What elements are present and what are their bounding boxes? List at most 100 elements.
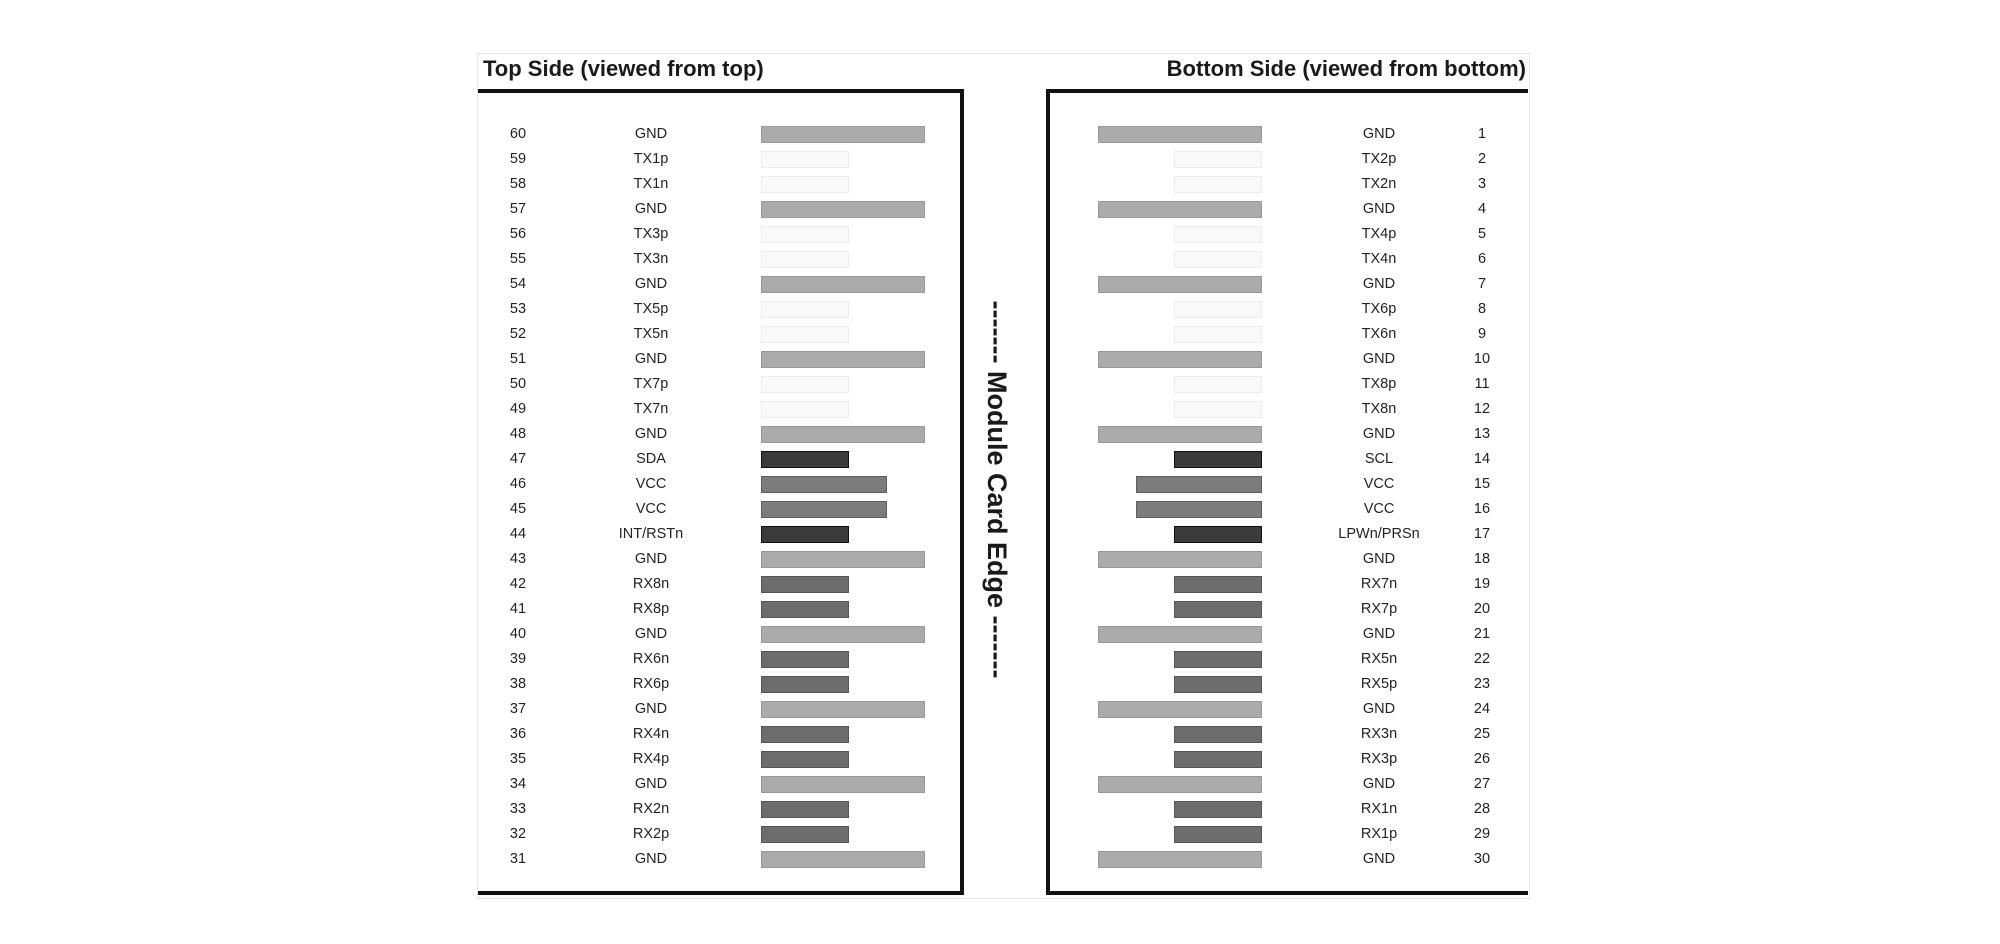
- pin-number: 7: [1477, 276, 1487, 292]
- pin-row: 11 TX8p: [1050, 372, 1528, 397]
- pin-signal: TX2p: [1361, 151, 1397, 167]
- contact-pad: [761, 851, 925, 868]
- contact-pad: [761, 301, 849, 318]
- pin-signal: RX8p: [632, 601, 670, 617]
- pin-number: 47: [509, 451, 527, 467]
- pin-signal: GND: [634, 201, 668, 217]
- contact-pad: [1174, 301, 1262, 318]
- contact-pad: [761, 701, 925, 718]
- pin-signal: RX4p: [632, 751, 670, 767]
- pin-number: 56: [509, 226, 527, 242]
- pin-number: 34: [509, 776, 527, 792]
- pin-number: 50: [509, 376, 527, 392]
- pin-signal: GND: [1362, 776, 1396, 792]
- pin-number: 22: [1473, 651, 1491, 667]
- pin-row: 43 GND: [478, 547, 960, 572]
- pin-number: 40: [509, 626, 527, 642]
- pin-row: 44 INT/RSTn: [478, 522, 960, 547]
- contact-pad: [1098, 276, 1262, 293]
- pin-number: 10: [1473, 351, 1491, 367]
- pin-row: 33 RX2n: [478, 797, 960, 822]
- pin-signal: TX3n: [633, 251, 669, 267]
- pin-row: 54 GND: [478, 272, 960, 297]
- pin-row: 27 GND: [1050, 772, 1528, 797]
- pin-number: 31: [509, 851, 527, 867]
- contact-pad: [761, 126, 925, 143]
- contact-pad: [761, 576, 849, 593]
- contact-pad: [1174, 251, 1262, 268]
- pin-row: 7 GND: [1050, 272, 1528, 297]
- contact-pad: [1098, 851, 1262, 868]
- pin-number: 44: [509, 526, 527, 542]
- pin-row: 16 VCC: [1050, 497, 1528, 522]
- pin-signal: GND: [1362, 201, 1396, 217]
- contact-pad: [761, 551, 925, 568]
- contact-pad: [761, 501, 887, 518]
- pin-number: 14: [1473, 451, 1491, 467]
- pin-number: 33: [509, 801, 527, 817]
- pin-signal: GND: [1362, 276, 1396, 292]
- pin-row: 56 TX3p: [478, 222, 960, 247]
- pin-row: 24 GND: [1050, 697, 1528, 722]
- pin-row: 45 VCC: [478, 497, 960, 522]
- pin-signal: RX6p: [632, 676, 670, 692]
- pin-number: 5: [1477, 226, 1487, 242]
- pin-signal: RX7n: [1360, 576, 1398, 592]
- pin-number: 55: [509, 251, 527, 267]
- contact-pad: [1174, 326, 1262, 343]
- contact-pad: [761, 176, 849, 193]
- pin-number: 48: [509, 426, 527, 442]
- pin-number: 15: [1473, 476, 1491, 492]
- pin-number: 30: [1473, 851, 1491, 867]
- pin-signal: VCC: [1363, 501, 1395, 517]
- contact-pad: [1174, 376, 1262, 393]
- contact-pad: [1174, 451, 1262, 468]
- pin-signal: RX8n: [632, 576, 670, 592]
- pin-signal: VCC: [1363, 476, 1395, 492]
- contact-pad: [761, 476, 887, 493]
- pin-signal: VCC: [635, 476, 667, 492]
- contact-pad: [1174, 226, 1262, 243]
- contact-pad: [761, 626, 925, 643]
- contact-pad: [1174, 151, 1262, 168]
- pin-signal: TX1p: [633, 151, 669, 167]
- contact-pad: [1174, 726, 1262, 743]
- pin-number: 39: [509, 651, 527, 667]
- pin-number: 46: [509, 476, 527, 492]
- contact-pad: [1174, 801, 1262, 818]
- pin-row: 58 TX1n: [478, 172, 960, 197]
- pin-signal: GND: [634, 126, 668, 142]
- pin-row: 31 GND: [478, 847, 960, 872]
- pin-row: 25 RX3n: [1050, 722, 1528, 747]
- pin-signal: TX3p: [633, 226, 669, 242]
- pin-number: 54: [509, 276, 527, 292]
- pin-signal: TX4p: [1361, 226, 1397, 242]
- pin-number: 36: [509, 726, 527, 742]
- pin-number: 20: [1473, 601, 1491, 617]
- contact-pad: [761, 351, 925, 368]
- pin-number: 17: [1473, 526, 1491, 542]
- pin-number: 24: [1473, 701, 1491, 717]
- contact-pad: [1098, 776, 1262, 793]
- pin-number: 38: [509, 676, 527, 692]
- pin-number: 28: [1473, 801, 1491, 817]
- pin-row: 48 GND: [478, 422, 960, 447]
- contact-pad: [1098, 626, 1262, 643]
- pin-row: 26 RX3p: [1050, 747, 1528, 772]
- pin-row: 51 GND: [478, 347, 960, 372]
- pin-signal: GND: [1362, 551, 1396, 567]
- pin-number: 27: [1473, 776, 1491, 792]
- contact-pad: [1174, 601, 1262, 618]
- pin-row: 50 TX7p: [478, 372, 960, 397]
- bottom-side-panel: 1 GND 2 TX2p 3 TX2n 4 GND 5 TX4p 6 TX4n 7 GND 8 TX6p 9 TX…: [1046, 89, 1528, 895]
- contact-pad: [761, 251, 849, 268]
- pin-number: 58: [509, 176, 527, 192]
- contact-pad: [1174, 176, 1262, 193]
- pin-number: 53: [509, 301, 527, 317]
- contact-pad: [1098, 351, 1262, 368]
- pin-row: 2 TX2p: [1050, 147, 1528, 172]
- contact-pad: [1174, 576, 1262, 593]
- pin-signal: RX1n: [1360, 801, 1398, 817]
- pin-number: 25: [1473, 726, 1491, 742]
- pin-number: 59: [509, 151, 527, 167]
